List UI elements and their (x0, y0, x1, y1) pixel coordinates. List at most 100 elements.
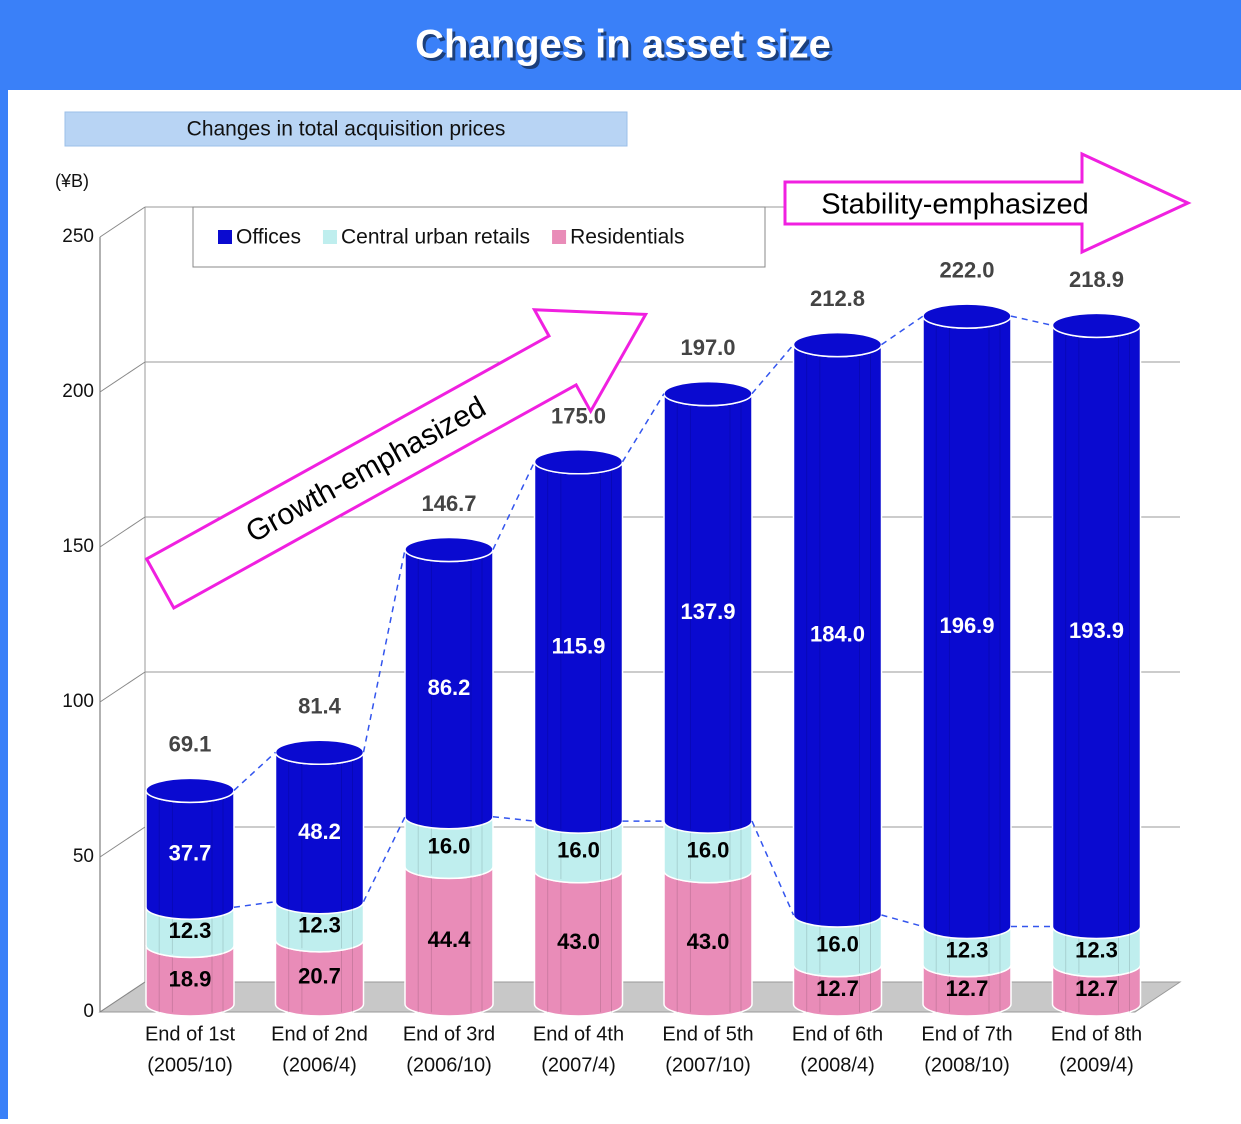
y-tick-label: 100 (62, 691, 94, 712)
value-label: 86.2 (428, 675, 471, 700)
legend-swatch (322, 230, 337, 244)
connector (492, 816, 535, 822)
value-label: 44.4 (428, 927, 472, 952)
value-label: 12.3 (946, 937, 989, 962)
tick-mark (99, 206, 146, 238)
connector (233, 751, 277, 791)
bar-top (922, 303, 1012, 329)
bar-top (404, 536, 494, 563)
y-tick-label: 50 (73, 846, 94, 867)
total-label: 218.9 (1069, 267, 1124, 292)
value-label: 12.3 (1075, 937, 1118, 962)
y-tick-label: 250 (62, 226, 94, 247)
x-tick-label: (2007/10) (665, 1054, 751, 1076)
total-label: 212.8 (810, 286, 865, 311)
x-tick-label: End of 4th (533, 1023, 624, 1045)
x-tick-label: (2005/10) (147, 1054, 233, 1076)
bar-top (792, 331, 883, 358)
connector (751, 820, 795, 916)
total-label: 175.0 (551, 403, 606, 428)
value-label: 12.7 (946, 976, 989, 1001)
value-label: 20.7 (298, 964, 341, 989)
connector (621, 393, 665, 463)
tick-mark (99, 826, 146, 858)
x-tick-label: End of 6th (792, 1023, 883, 1045)
tick-mark (99, 361, 146, 393)
x-tick-label: (2007/4) (541, 1054, 616, 1076)
total-label: 81.4 (298, 693, 342, 718)
total-label: 146.7 (421, 491, 476, 516)
bar-top (533, 449, 624, 475)
connector (362, 816, 406, 903)
value-label: 12.3 (298, 913, 341, 938)
stability-arrow (783, 151, 1192, 255)
value-label: 193.9 (1069, 618, 1124, 643)
legend-label: Offices (236, 226, 301, 249)
tick-mark (99, 981, 146, 1013)
x-tick-label: End of 8th (1051, 1023, 1142, 1045)
legend-box (192, 206, 766, 268)
connector (751, 344, 795, 395)
x-tick-label: (2009/4) (1059, 1054, 1134, 1076)
value-label: 115.9 (552, 633, 606, 658)
connector (1010, 315, 1053, 327)
chart-title-shadow: Changes in asset size (418, 26, 834, 70)
total-label: 222.0 (939, 258, 994, 283)
subtitle-box (64, 111, 628, 147)
value-label: 12.7 (816, 976, 859, 1001)
floor (98, 981, 1182, 1013)
y-tick-label: 150 (62, 536, 94, 557)
connector (362, 549, 406, 753)
value-label: 196.9 (939, 613, 994, 638)
value-label: 12.3 (169, 918, 212, 943)
subtitle: Changes in total acquisition prices (187, 118, 506, 141)
left-border (0, 90, 8, 1119)
y-tick-label: 200 (62, 381, 94, 402)
y-axis-label: (¥B) (55, 171, 89, 191)
y-tick-label: 0 (83, 1001, 94, 1022)
value-label: 16.0 (816, 932, 859, 957)
connector (881, 315, 924, 346)
x-tick-label: (2006/10) (406, 1054, 492, 1076)
value-label: 137.9 (680, 599, 735, 624)
total-label: 69.1 (169, 732, 212, 757)
chart-title: Changes in asset size (415, 23, 831, 67)
legend-label: Residentials (570, 226, 684, 249)
x-tick-label: End of 5th (662, 1023, 753, 1045)
value-label: 12.7 (1075, 976, 1118, 1001)
tick-mark (99, 516, 146, 548)
value-label: 48.2 (298, 819, 341, 844)
value-label: 16.0 (687, 838, 730, 863)
x-tick-label: (2008/4) (800, 1054, 875, 1076)
x-tick-label: (2008/10) (924, 1054, 1010, 1076)
x-tick-label: (2006/4) (282, 1054, 357, 1076)
connector (233, 900, 276, 909)
connector (881, 914, 924, 928)
tick-mark (99, 671, 146, 703)
bar-top (145, 777, 235, 804)
value-label: 43.0 (687, 929, 730, 954)
value-label: 16.0 (557, 838, 600, 863)
legend-swatch (552, 230, 567, 244)
growth-arrow (144, 308, 649, 611)
value-label: 18.9 (169, 967, 212, 992)
x-tick-label: End of 2nd (271, 1023, 368, 1045)
plot-area: 0 50 100 150 200 250 End of 1st (2005/10) 18.9 12… (62, 206, 1182, 1076)
value-label: 37.7 (169, 841, 212, 866)
growth-label: Growth-emphasized (241, 390, 492, 549)
legend-label: Central urban retails (341, 226, 530, 249)
connector (492, 461, 536, 550)
total-label: 197.0 (680, 335, 735, 360)
x-tick-label: End of 1st (145, 1023, 236, 1045)
header-bar (0, 0, 1241, 90)
value-label: 43.0 (557, 929, 600, 954)
legend-swatch (218, 230, 232, 244)
bar-top (663, 380, 753, 407)
x-tick-label: End of 7th (921, 1023, 1012, 1045)
legend: Offices Central urban retails Residentials (192, 206, 766, 268)
stability-label: Stability-emphasized (821, 189, 1089, 221)
bar-top (274, 739, 365, 766)
value-label: 16.0 (428, 833, 471, 858)
x-tick-label: End of 3rd (403, 1023, 495, 1045)
